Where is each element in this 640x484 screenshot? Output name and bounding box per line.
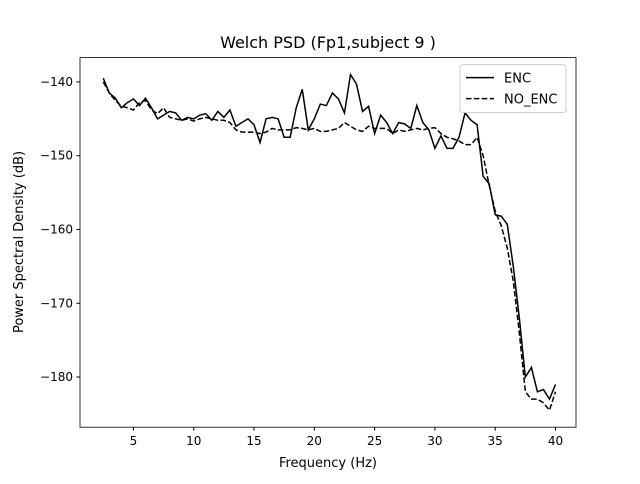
y-tick-label: −160 (40, 222, 73, 236)
data-line (102, 72, 557, 401)
y-tick-label: −140 (40, 75, 73, 89)
x-tick-label: 20 (307, 434, 322, 448)
x-tick-label: 35 (488, 434, 503, 448)
x-tick-label: 5 (130, 434, 138, 448)
y-axis-label: Power Spectral Density (dB) (12, 151, 27, 333)
x-axis-label: Frequency (Hz) (279, 456, 377, 471)
y-tick-label: −170 (40, 296, 73, 310)
y-tick-label: −180 (40, 370, 73, 384)
legend-label: ENC (504, 72, 531, 87)
x-tick-label: 10 (186, 434, 201, 448)
chart-title: Welch PSD (Fp1,subject 9 ) (220, 33, 436, 52)
x-tick-label: 15 (246, 434, 261, 448)
x-tick-label: 30 (427, 434, 442, 448)
plot-frame (79, 57, 577, 428)
x-tick-label: 25 (367, 434, 382, 448)
y-tick-label: −150 (40, 149, 73, 163)
x-tick-label: 40 (548, 434, 563, 448)
legend-label: NO_ENC (504, 93, 557, 108)
legend-box (459, 64, 567, 114)
data-line (102, 81, 557, 412)
